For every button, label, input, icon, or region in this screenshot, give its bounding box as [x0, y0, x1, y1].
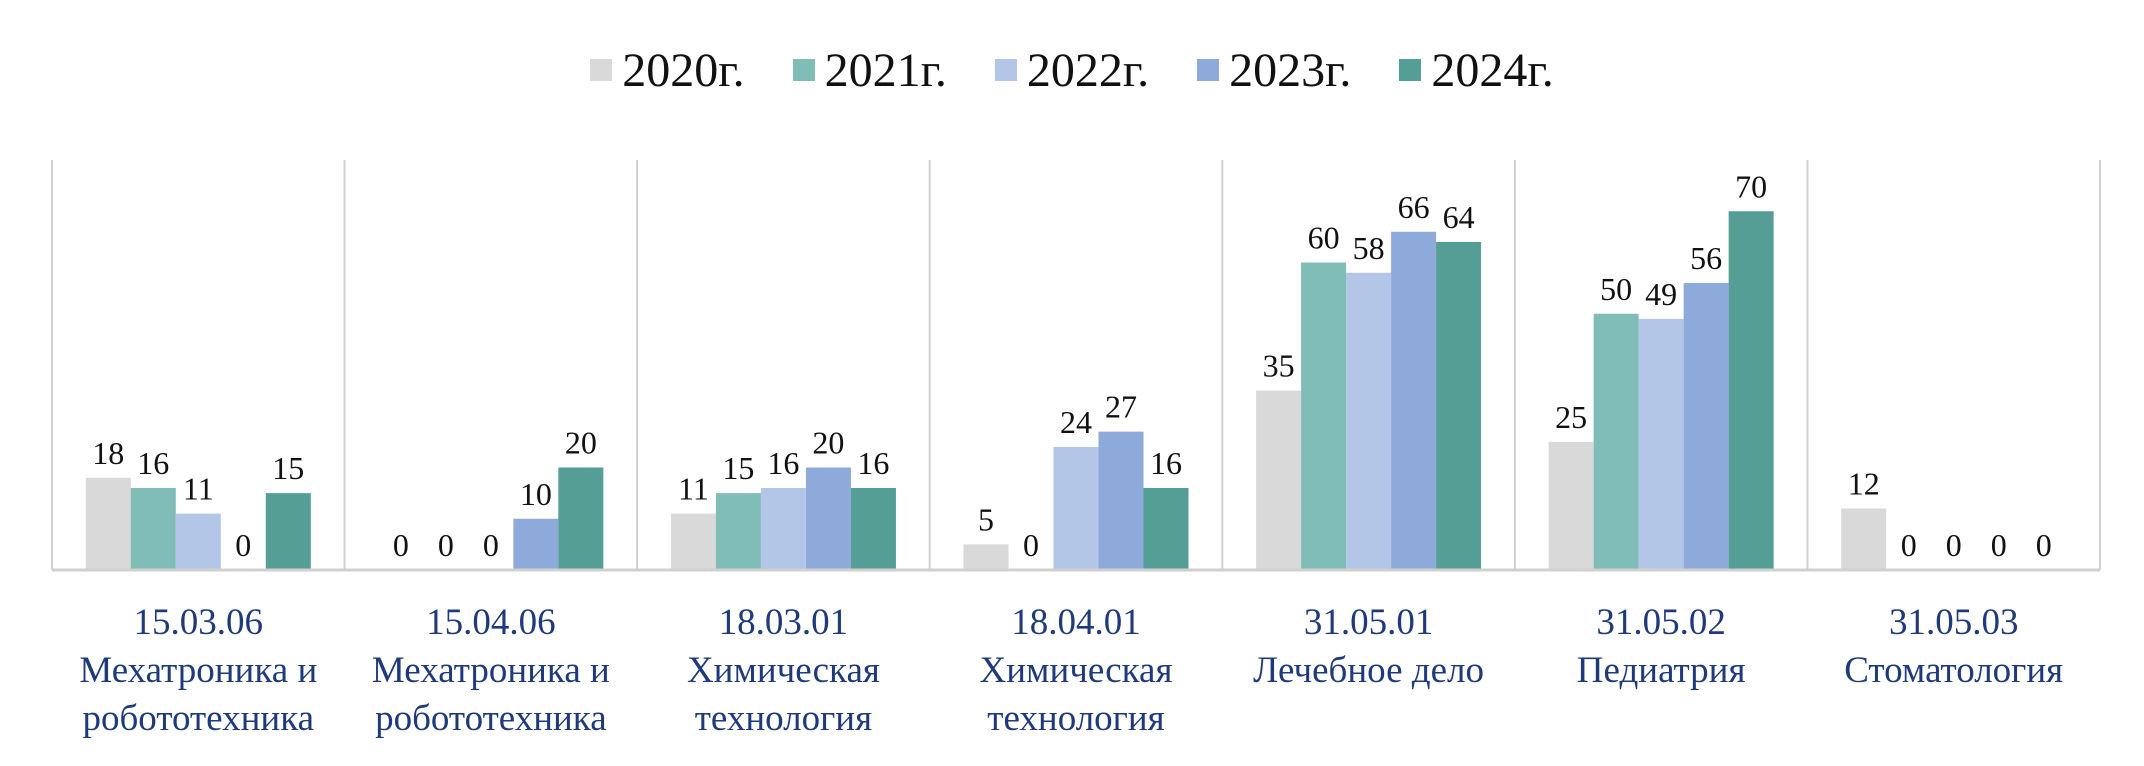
legend-swatch — [1399, 59, 1422, 81]
data-label: 66 — [1398, 189, 1430, 225]
legend-swatch — [1197, 59, 1220, 81]
bar — [760, 488, 806, 570]
data-label: 16 — [767, 445, 799, 481]
bar — [1098, 431, 1144, 570]
data-label: 56 — [1690, 240, 1722, 276]
legend-item: 2023г. — [1197, 43, 1351, 98]
category-label: 18.03.01 — [719, 602, 849, 643]
bar — [850, 488, 896, 570]
category-label: 15.03.06 — [134, 602, 264, 643]
data-label: 25 — [1555, 399, 1587, 435]
data-label: 27 — [1105, 389, 1137, 425]
data-label: 60 — [1308, 220, 1340, 256]
bar — [1638, 318, 1684, 570]
data-label: 20 — [812, 425, 844, 461]
bar — [1143, 488, 1189, 570]
bar — [1728, 211, 1774, 570]
category-label: робототехника — [375, 698, 607, 739]
bar — [1256, 390, 1302, 570]
category-label: робототехника — [82, 698, 314, 739]
data-label: 0 — [483, 527, 499, 563]
legend-item: 2021г. — [792, 43, 947, 98]
bar — [558, 467, 604, 570]
legend-swatch — [792, 59, 815, 81]
category-label: Мехатроника и — [79, 650, 317, 691]
bar — [1593, 313, 1639, 570]
data-label: 0 — [1946, 527, 1962, 563]
bar — [1683, 283, 1729, 570]
data-label: 11 — [678, 471, 709, 507]
data-label: 5 — [978, 501, 994, 537]
legend-label: 2022г. — [1026, 43, 1150, 97]
bar — [1346, 272, 1392, 570]
bar — [805, 467, 851, 570]
data-label: 0 — [393, 527, 409, 563]
legend-item: 2024г. — [1399, 43, 1554, 98]
chart-legend: 2020г. 2021г. 2022г. 2023г. 2024г. — [0, 30, 2144, 110]
data-label: 16 — [1150, 445, 1182, 481]
data-label: 16 — [857, 445, 889, 481]
category-label: 18.04.01 — [1011, 602, 1141, 643]
data-label: 70 — [1735, 168, 1767, 204]
data-label: 35 — [1263, 348, 1295, 384]
data-label: 64 — [1443, 199, 1475, 235]
bar — [1841, 508, 1887, 570]
bar — [1548, 441, 1594, 570]
bar — [1436, 242, 1482, 570]
data-label: 58 — [1353, 230, 1385, 266]
category-label: технология — [695, 698, 872, 739]
data-label: 11 — [183, 471, 214, 507]
data-label: 0 — [438, 527, 454, 563]
bar — [1391, 231, 1437, 570]
legend-swatch — [590, 59, 613, 81]
legend-label: 2024г. — [1431, 43, 1554, 97]
data-label: 0 — [1901, 527, 1917, 563]
category-label: Стоматология — [1844, 650, 2063, 691]
category-label: Мехатроника и — [372, 650, 610, 691]
bar — [1301, 262, 1347, 570]
legend-item: 2022г. — [994, 43, 1150, 98]
category-label: Лечебное дело — [1253, 650, 1484, 691]
category-label: 15.04.06 — [426, 602, 556, 643]
bar — [963, 544, 1009, 570]
data-label: 50 — [1600, 271, 1632, 307]
data-label: 16 — [137, 445, 169, 481]
data-label: 20 — [565, 425, 597, 461]
data-label: 10 — [520, 476, 552, 512]
category-label: 31.05.01 — [1304, 602, 1434, 643]
legend-swatch — [994, 59, 1017, 81]
data-label: 12 — [1848, 466, 1880, 502]
data-label: 15 — [272, 450, 304, 486]
data-label: 0 — [235, 527, 251, 563]
bar — [85, 477, 131, 570]
data-label: 0 — [2036, 527, 2052, 563]
data-label: 15 — [722, 450, 754, 486]
legend-label: 2021г. — [824, 43, 947, 97]
bar — [1053, 447, 1099, 570]
category-label: 31.05.02 — [1596, 602, 1726, 643]
category-label: Химическая — [980, 650, 1173, 691]
data-label: 0 — [1991, 527, 2007, 563]
data-label: 0 — [1023, 527, 1039, 563]
category-label: 31.05.03 — [1889, 602, 2019, 643]
legend-label: 2023г. — [1229, 43, 1352, 97]
bar — [715, 493, 761, 570]
legend-label: 2020г. — [622, 43, 745, 97]
bar — [265, 493, 311, 570]
bar — [175, 513, 221, 570]
category-label: Педиатрия — [1577, 650, 1746, 691]
legend-item: 2020г. — [590, 43, 745, 98]
category-label: технология — [987, 698, 1164, 739]
data-label: 24 — [1060, 404, 1092, 440]
category-label: Химическая — [687, 650, 880, 691]
data-label: 18 — [92, 435, 124, 471]
bar — [670, 513, 716, 570]
data-label: 49 — [1645, 276, 1677, 312]
bar — [130, 488, 176, 570]
bar — [513, 518, 559, 570]
